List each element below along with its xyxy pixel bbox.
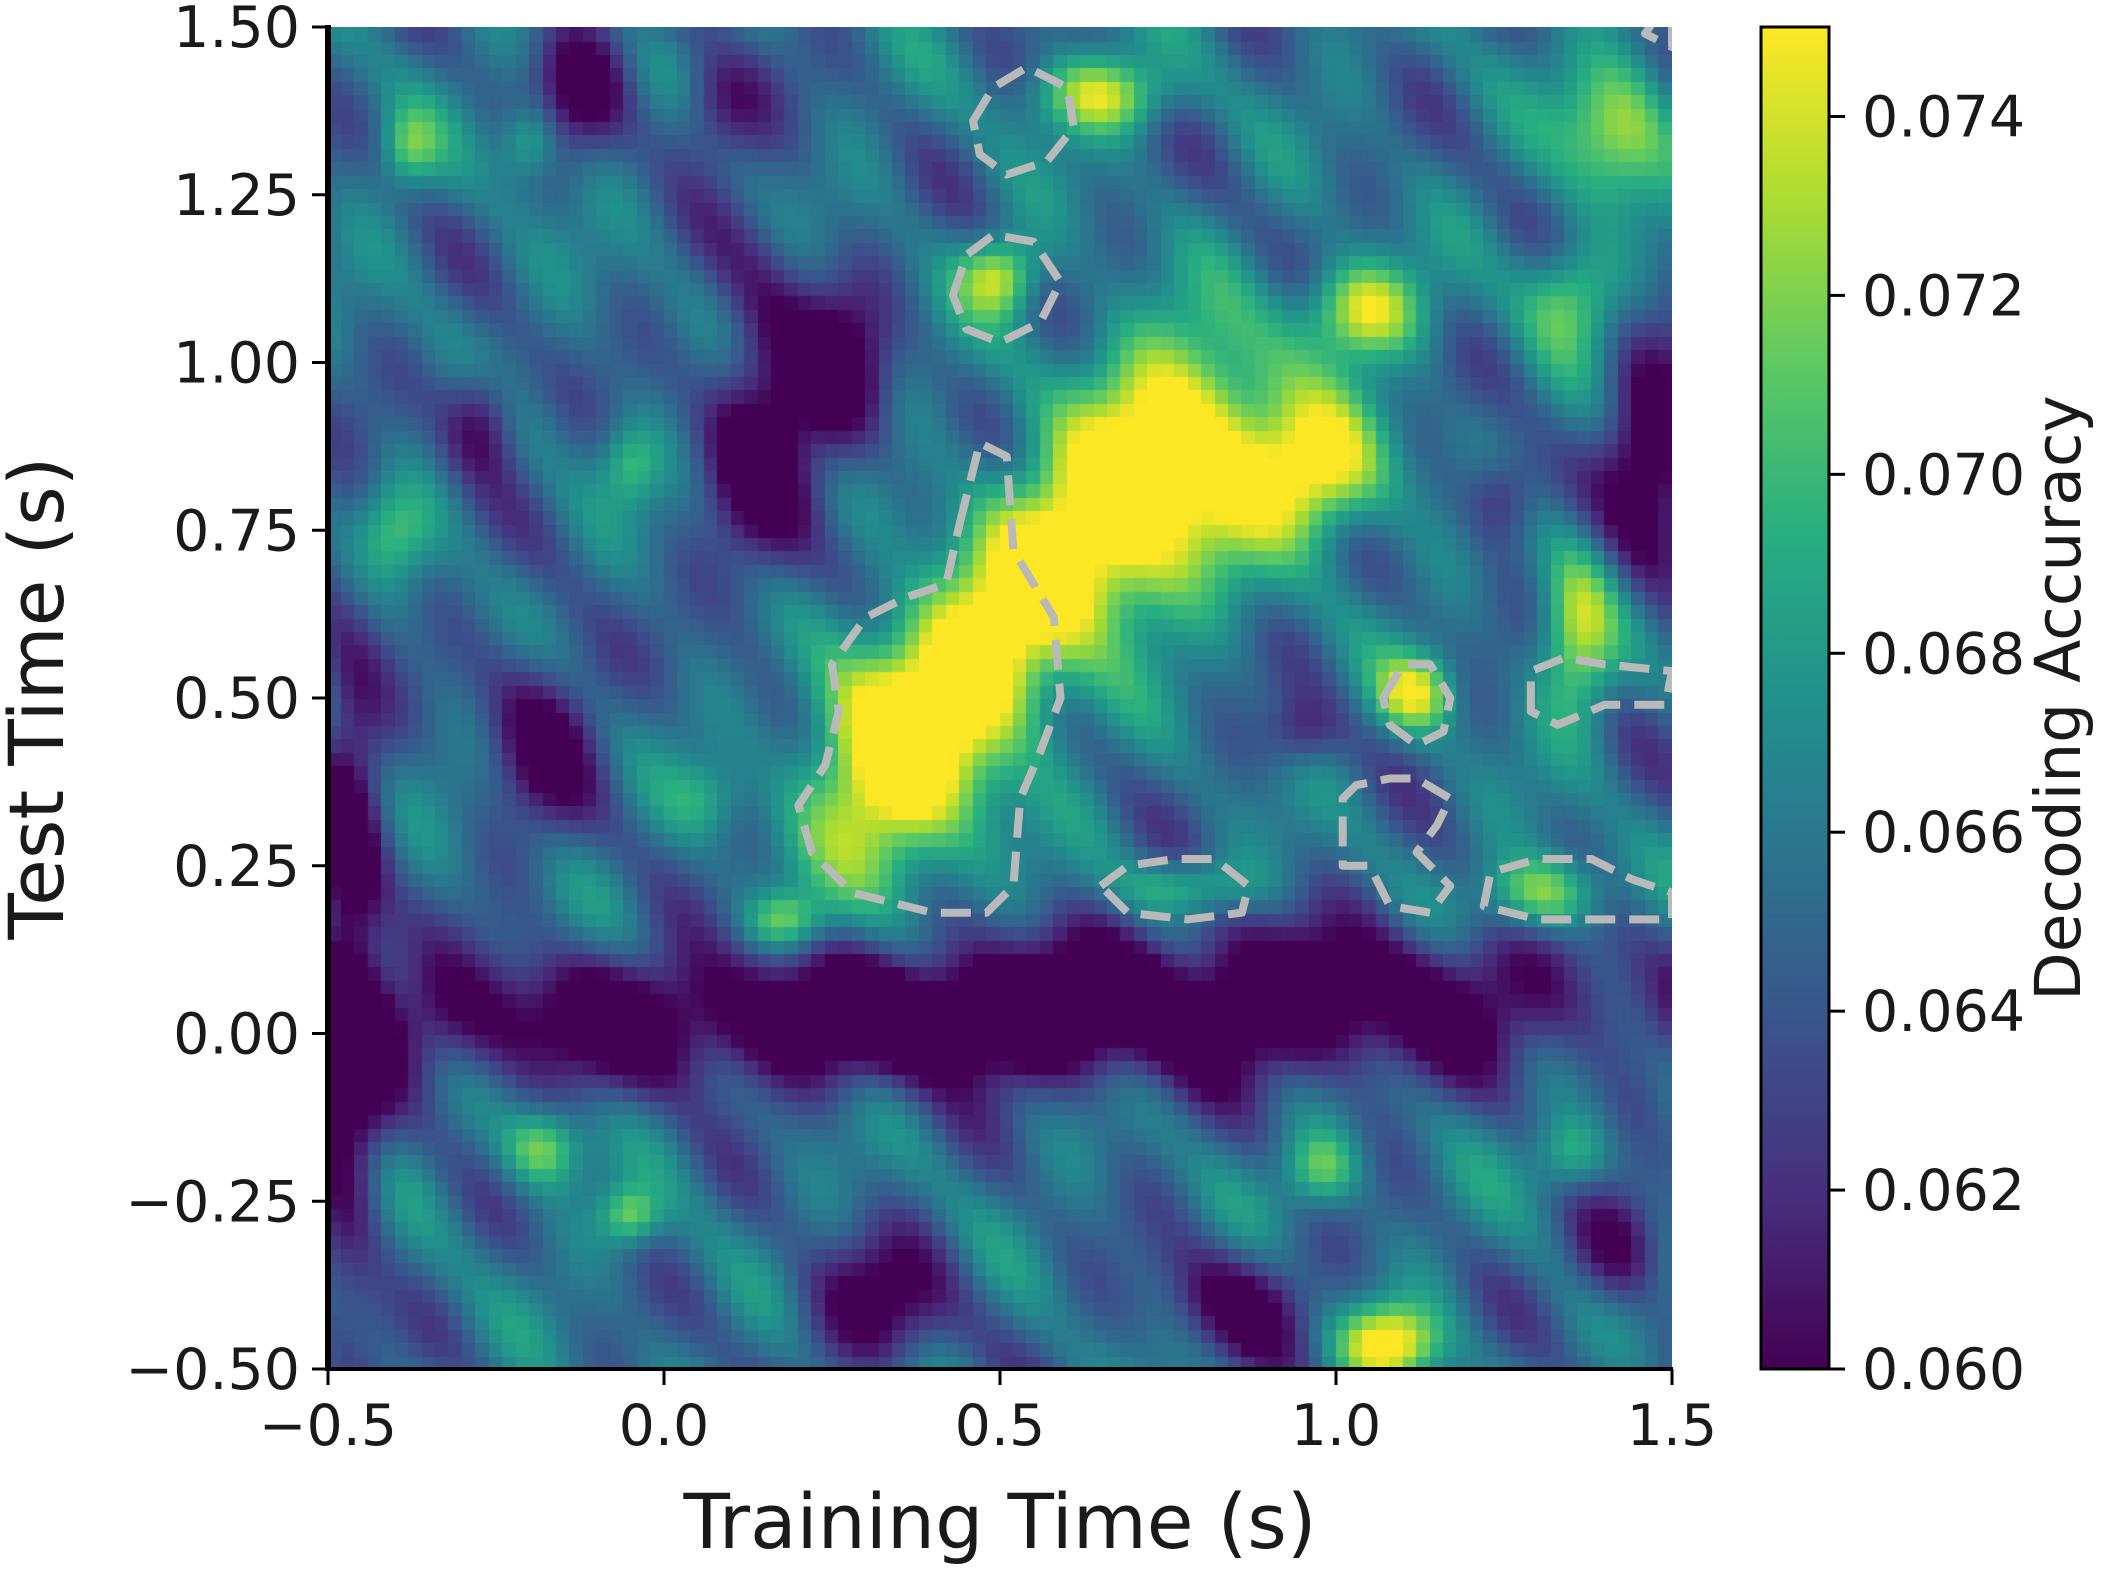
colorbar-tick-label: 0.060	[1862, 1337, 2025, 1403]
colorbar-gradient	[1761, 27, 1829, 1369]
significance-contour	[1379, 660, 1455, 749]
significance-contour	[1096, 855, 1253, 924]
axes: −0.5 0.0 0.5 1.0 1.5 −0.50 −0.25 0.00 0.25 0.50 0…	[0, 0, 1717, 1566]
significance-contours	[794, 27, 1672, 924]
significance-contour	[1479, 855, 1672, 924]
heatmap	[328, 27, 1672, 1369]
y-tick-label: 0.75	[173, 498, 300, 564]
significance-contour	[1338, 774, 1455, 917]
y-tick-label: 0.25	[173, 834, 300, 900]
colorbar-tick-label: 0.062	[1862, 1158, 2025, 1224]
heatmap-canvas	[328, 27, 1672, 1369]
y-tick-label: −0.25	[125, 1169, 300, 1235]
x-axis-ticks: −0.5 0.0 0.5 1.0 1.5	[259, 1369, 1718, 1459]
y-axis-ticks: −0.50 −0.25 0.00 0.25 0.50 0.75 1.00 1.25 1.50	[125, 0, 328, 1403]
colorbar-tick-label: 0.068	[1862, 621, 2025, 687]
significance-contour	[949, 231, 1065, 347]
colorbar: 0.060 0.062 0.064 0.066 0.068 0.070 0.072 0.074…	[1759, 25, 2095, 1403]
colorbar-tick-label: 0.066	[1862, 800, 2025, 866]
x-tick-label: −0.5	[259, 1393, 397, 1459]
x-tick-label: 1.0	[1291, 1393, 1382, 1459]
y-tick-label: −0.50	[125, 1337, 300, 1403]
x-tick-label: 0.5	[955, 1393, 1046, 1459]
colorbar-frame	[1759, 25, 1831, 1371]
colorbar-tick-label: 0.072	[1862, 263, 2025, 329]
x-tick-label: 0.0	[619, 1393, 710, 1459]
significance-contour	[1526, 653, 1672, 729]
y-axis-title: Test Time (s)	[0, 457, 81, 941]
colorbar-tick-label: 0.064	[1862, 979, 2025, 1045]
significance-contour	[969, 63, 1078, 179]
x-tick-label: 1.5	[1627, 1393, 1718, 1459]
colorbar-tick-label: 0.074	[1862, 84, 2025, 150]
colorbar-tick-label: 0.070	[1862, 442, 2025, 508]
y-tick-label: 1.50	[173, 0, 300, 61]
y-tick-label: 1.25	[173, 163, 300, 229]
colorbar-ticks: 0.060 0.062 0.064 0.066 0.068 0.070 0.072 0.074	[1829, 84, 2025, 1403]
significance-contour	[794, 439, 1065, 917]
x-axis-title: Training Time (s)	[682, 1477, 1316, 1566]
y-tick-label: 0.50	[173, 666, 300, 732]
y-tick-label: 0.00	[173, 1002, 300, 1068]
colorbar-title: Decoding Accuracy	[2022, 395, 2095, 1001]
y-tick-label: 1.00	[173, 331, 300, 397]
